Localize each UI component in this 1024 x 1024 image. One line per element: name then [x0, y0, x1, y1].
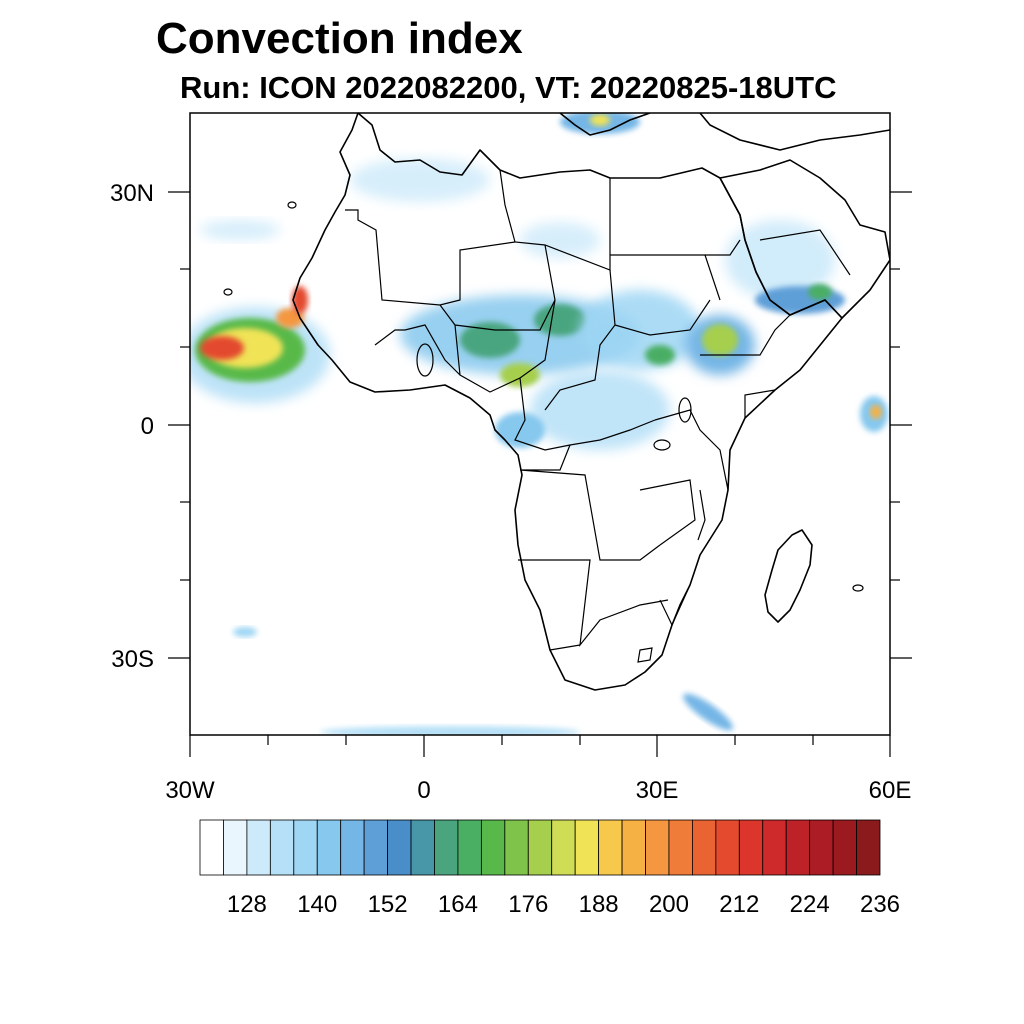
- colorbar-swatch: [715, 819, 740, 876]
- colorbar-swatch: [340, 819, 365, 876]
- lat-label: 30N: [110, 180, 154, 207]
- colorbar-swatch: [387, 819, 412, 876]
- lon-label: 30E: [636, 777, 679, 804]
- colorbar-swatch: [551, 819, 576, 876]
- colorbar-label: 164: [438, 891, 478, 918]
- colorbar-swatch: [246, 819, 271, 876]
- colorbar-label: 236: [860, 891, 900, 918]
- colorbar-label: 224: [790, 891, 830, 918]
- lon-label: 60E: [869, 777, 912, 804]
- arabia-coastline: [719, 159, 890, 319]
- madagascar-coastline: [764, 529, 813, 623]
- coastlines: [292, 113, 890, 691]
- colorbar-swatch: [738, 819, 764, 876]
- axis-labels: 30W 0 30E 60E 30N 0 30S: [110, 180, 911, 804]
- colorbar-swatch: [692, 819, 717, 876]
- colorbar-swatch: [785, 819, 811, 876]
- colorbar-swatch: [410, 819, 435, 876]
- colorbar-swatch: [574, 819, 600, 876]
- colorbar-swatch: [223, 819, 248, 876]
- colorbar-swatch: [269, 819, 295, 876]
- colorbar-swatch: [668, 819, 693, 876]
- colorbar-label: 212: [719, 891, 759, 918]
- colorbar-swatch: [293, 819, 318, 876]
- convection-field: [190, 113, 888, 735]
- colorbar-swatch: [809, 819, 834, 876]
- colorbar: [199, 819, 881, 876]
- colorbar-swatch: [199, 819, 224, 876]
- plot-frame: [189, 112, 891, 736]
- colorbar-swatch: [645, 819, 670, 876]
- colorbar-label: 152: [368, 891, 408, 918]
- colorbar-swatch: [832, 819, 857, 876]
- colorbar-swatch: [527, 819, 553, 876]
- colorbar-swatch: [363, 819, 388, 876]
- colorbar-label: 128: [227, 891, 267, 918]
- colorbar-label: 176: [508, 891, 548, 918]
- colorbar-swatch: [621, 819, 646, 876]
- colorbar-labels: 128 140 152 164 176 188 200 212 224 236: [227, 891, 900, 918]
- country-borders: [345, 169, 851, 663]
- chart-subtitle: Run: ICON 2022082200, VT: 20220825-18UTC: [180, 70, 837, 105]
- chart-title: Convection index: [156, 14, 523, 63]
- plot-area: [190, 113, 890, 735]
- lon-label: 0: [417, 777, 430, 804]
- colorbar-swatch: [434, 819, 459, 876]
- colorbar-swatch: [504, 819, 529, 876]
- colorbar-swatch: [598, 819, 623, 876]
- colorbar-swatch: [457, 819, 482, 876]
- colorbar-swatch: [856, 819, 881, 876]
- lakes: [223, 201, 864, 592]
- colorbar-swatch: [762, 819, 787, 876]
- colorbar-label: 140: [297, 891, 337, 918]
- lon-label: 30W: [165, 777, 215, 804]
- europe-coastline: [559, 113, 890, 151]
- colorbar-label: 200: [649, 891, 689, 918]
- lat-label: 0: [141, 413, 154, 440]
- axis-ticks: [168, 191, 912, 757]
- colorbar-swatch: [480, 819, 506, 876]
- lat-label: 30S: [111, 646, 154, 673]
- africa-coastline: [292, 113, 843, 691]
- colorbar-label: 188: [579, 891, 619, 918]
- colorbar-swatch: [316, 819, 342, 876]
